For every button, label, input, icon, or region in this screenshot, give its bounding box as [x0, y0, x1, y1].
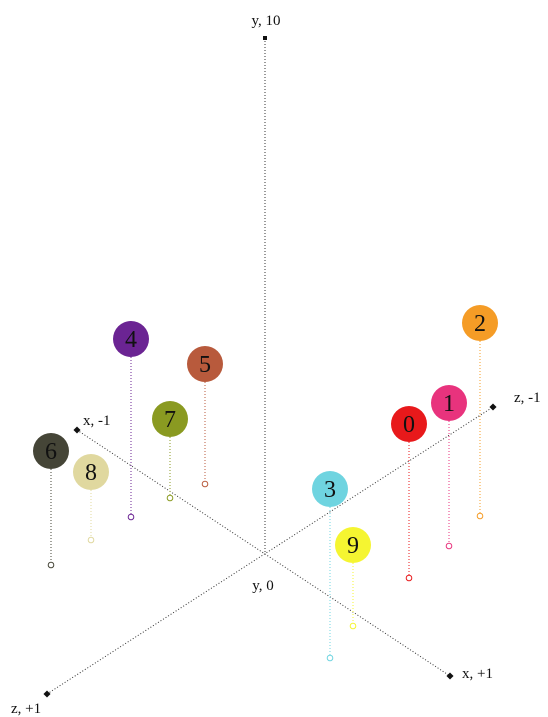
point-1: 1: [431, 385, 467, 550]
point-ball: [73, 454, 109, 490]
point-4: 4: [113, 321, 149, 521]
point-label: 5: [199, 352, 211, 378]
point-label: 7: [164, 407, 176, 433]
x-pos-marker: [446, 672, 454, 680]
point-0: 0: [391, 406, 427, 582]
z-pos-label: z, +1: [11, 701, 41, 717]
point-ground-marker: [127, 513, 135, 521]
point-3: 3: [312, 471, 348, 662]
point-ground-marker: [349, 622, 357, 630]
point-ground-marker: [47, 561, 55, 569]
point-label: 6: [45, 439, 57, 465]
point-ground-marker: [87, 536, 95, 544]
point-ball: [113, 321, 149, 357]
point-6: 6: [33, 433, 69, 569]
point-ball: [33, 433, 69, 469]
point-ball: [335, 527, 371, 563]
point-ball: [187, 346, 223, 382]
point-label: 0: [403, 412, 415, 438]
point-label: 4: [125, 327, 137, 353]
y-top-label: y, 10: [251, 13, 280, 29]
x-neg-marker: [73, 426, 81, 434]
points-group: 0 1 2 3 4 5 6 7 8 9: [33, 305, 498, 662]
point-2: 2: [462, 305, 498, 520]
point-ground-marker: [326, 654, 334, 662]
z-axis-line: [46, 406, 494, 695]
point-ball: [431, 385, 467, 421]
point-ball: [312, 471, 348, 507]
point-label: 2: [474, 311, 486, 337]
z-neg-label: z, -1: [514, 390, 541, 406]
y-top-marker: [263, 36, 267, 40]
point-ball: [391, 406, 427, 442]
point-5: 5: [187, 346, 223, 488]
point-8: 8: [73, 454, 109, 544]
y-origin-label: y, 0: [252, 578, 274, 594]
point-9: 9: [335, 527, 371, 630]
z-pos-marker: [43, 690, 51, 698]
point-ball: [152, 401, 188, 437]
point-ground-marker: [405, 574, 413, 582]
point-ground-marker: [201, 480, 209, 488]
point-7: 7: [152, 401, 188, 502]
point-label: 8: [85, 460, 97, 486]
point-label: 1: [443, 391, 455, 417]
point-label: 3: [324, 477, 336, 503]
point-ball: [462, 305, 498, 341]
point-ground-marker: [476, 512, 484, 520]
x-neg-label: x, -1: [83, 413, 111, 429]
z-neg-marker: [489, 403, 497, 411]
point-label: 9: [347, 533, 359, 559]
point-ground-marker: [445, 542, 453, 550]
x-pos-label: x, +1: [462, 666, 493, 682]
x-axis-line: [76, 429, 451, 677]
axes: y, 10 y, 0 x, -1 x, +1 z, -1 z, +1: [11, 13, 541, 717]
point-ground-marker: [166, 494, 174, 502]
